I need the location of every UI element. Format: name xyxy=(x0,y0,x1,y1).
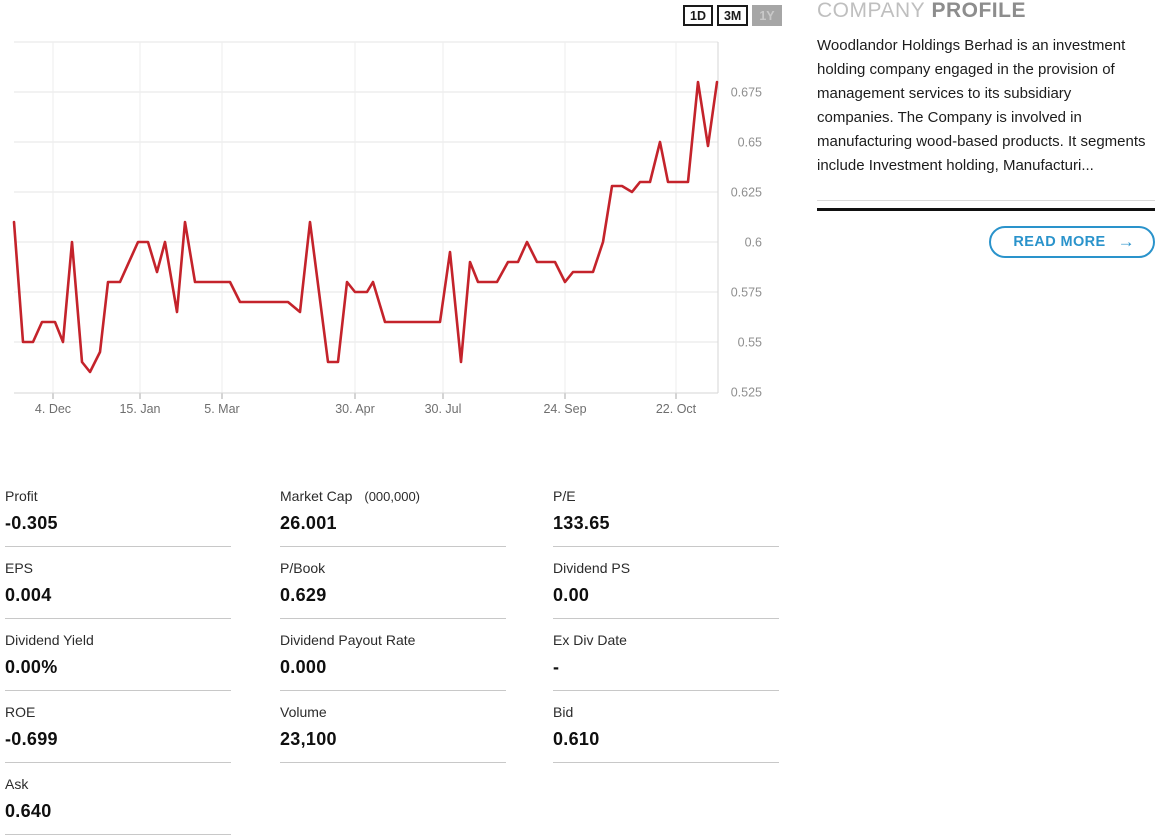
y-tick-label: 0.675 xyxy=(731,86,762,100)
stat-value: -0.305 xyxy=(5,513,58,533)
stat-label: Volume xyxy=(280,704,327,720)
stat-item-market-cap: Market Cap (000,000) 26.001 xyxy=(280,480,506,547)
company-profile-title-bold: PROFILE xyxy=(931,0,1026,22)
stat-label: P/Book xyxy=(280,560,326,576)
x-tick-label: 5. Mar xyxy=(204,402,239,416)
stat-label: Bid xyxy=(553,704,574,720)
stat-label-row: Ex Div Date xyxy=(553,632,779,648)
stat-value: 0.004 xyxy=(5,585,52,605)
stat-value: 0.00 xyxy=(553,585,590,605)
arrow-right-icon: → xyxy=(1117,232,1135,251)
stat-item-dividend-payout-rate: Dividend Payout Rate 0.000 xyxy=(280,624,506,691)
y-tick-label: 0.65 xyxy=(738,136,762,150)
company-description: Woodlandor Holdings Berhad is an investm… xyxy=(817,37,1146,174)
stat-value: 0.000 xyxy=(280,657,327,677)
divider-black xyxy=(817,208,1155,211)
stats-column-1: Profit -0.305 EPS 0.004 Dividend Yield 0.00% R… xyxy=(5,480,231,840)
stat-label-row: Profit xyxy=(5,488,231,504)
stat-unit: (000,000) xyxy=(364,489,421,504)
range-buttons: 1D 3M 1Y xyxy=(683,5,782,26)
stat-value: - xyxy=(553,657,560,677)
stat-label: Dividend Yield xyxy=(5,632,94,648)
company-profile-title: COMPANY PROFILE xyxy=(817,0,1155,22)
stat-label: Ex Div Date xyxy=(553,632,627,648)
x-tick-label: 30. Apr xyxy=(335,402,375,416)
y-tick-label: 0.575 xyxy=(731,286,762,300)
stat-value: -0.699 xyxy=(5,729,58,749)
y-tick-label: 0.525 xyxy=(731,386,762,400)
stat-value: 0.00% xyxy=(5,657,58,677)
range-button-1d[interactable]: 1D xyxy=(683,5,713,26)
price-line-series xyxy=(12,80,719,374)
read-more-label: READ MORE xyxy=(1013,234,1106,250)
stat-label: Market Cap xyxy=(280,488,353,504)
stat-value: 133.65 xyxy=(553,513,610,533)
stat-label: Dividend Payout Rate xyxy=(280,632,416,648)
company-profile-title-light: COMPANY xyxy=(817,0,926,22)
stat-item-ex-div-date: Ex Div Date - xyxy=(553,624,779,691)
range-button-3m[interactable]: 3M xyxy=(716,5,749,26)
stat-label: Ask xyxy=(5,776,29,792)
stat-label: Dividend PS xyxy=(553,560,631,576)
stat-label: EPS xyxy=(5,560,34,576)
stat-item-dividend-yield: Dividend Yield 0.00% xyxy=(5,624,231,691)
stat-item-roe: ROE -0.699 xyxy=(5,696,231,763)
stat-item-bid: Bid 0.610 xyxy=(553,696,779,763)
read-more-button[interactable]: READ MORE → xyxy=(989,226,1155,258)
x-tick-label: 22. Oct xyxy=(656,402,697,416)
stat-item-p-e: P/E 133.65 xyxy=(553,480,779,547)
stat-value: 23,100 xyxy=(280,729,337,749)
price-chart-svg: 4. Dec 15. Jan 5. Mar 30. Apr 30. Jul 24. Sep… xyxy=(12,41,762,416)
stat-label: P/E xyxy=(553,488,576,504)
x-tick-label: 15. Jan xyxy=(119,402,160,416)
stat-value: 0.640 xyxy=(5,801,52,821)
stat-label: ROE xyxy=(5,704,36,720)
stat-label-row: Dividend PS xyxy=(553,560,779,576)
stat-value: 0.610 xyxy=(553,729,600,749)
divider-light xyxy=(817,200,1155,201)
stat-label-row: P/Book xyxy=(280,560,506,576)
stat-label-row: Dividend Payout Rate xyxy=(280,632,506,648)
stat-label-row: Ask xyxy=(5,776,231,792)
stat-label-row: P/E xyxy=(553,488,779,504)
y-tick-label: 0.55 xyxy=(738,336,762,350)
price-chart-section: 1D 3M 1Y 4. Dec 15. Jan 5. Mar 30. Apr 30. Jul… xyxy=(0,0,782,425)
stats-column-3: P/E 133.65 Dividend PS 0.00 Ex Div Date - Bid 0… xyxy=(553,480,779,768)
stat-item-ask: Ask 0.640 xyxy=(5,768,231,835)
stat-label-row: Dividend Yield xyxy=(5,632,231,648)
y-tick-label: 0.625 xyxy=(731,186,762,200)
stat-item-dividend-ps: Dividend PS 0.00 xyxy=(553,552,779,619)
stat-label-row: Volume xyxy=(280,704,506,720)
read-more-row: READ MORE → xyxy=(817,226,1155,258)
stat-item-p-book: P/Book 0.629 xyxy=(280,552,506,619)
stat-item-volume: Volume 23,100 xyxy=(280,696,506,763)
stat-value: 26.001 xyxy=(280,513,337,533)
y-tick-label: 0.6 xyxy=(745,236,762,250)
company-profile-panel: COMPANY PROFILE Woodlandor Holdings Berh… xyxy=(817,0,1155,258)
stat-label: Profit xyxy=(5,488,38,504)
stat-item-profit: Profit -0.305 xyxy=(5,480,231,547)
stat-item-eps: EPS 0.004 xyxy=(5,552,231,619)
x-tick-label: 30. Jul xyxy=(425,402,462,416)
stat-value: 0.629 xyxy=(280,585,327,605)
stats-column-2: Market Cap (000,000) 26.001 P/Book 0.629 Divi… xyxy=(280,480,506,768)
stat-label-row: Market Cap (000,000) xyxy=(280,488,506,504)
stat-label-row: ROE xyxy=(5,704,231,720)
stat-label-row: EPS xyxy=(5,560,231,576)
stat-label-row: Bid xyxy=(553,704,779,720)
range-button-1y[interactable]: 1Y xyxy=(752,5,782,26)
x-tick-label: 24. Sep xyxy=(543,402,586,416)
x-tick-label: 4. Dec xyxy=(35,402,71,416)
